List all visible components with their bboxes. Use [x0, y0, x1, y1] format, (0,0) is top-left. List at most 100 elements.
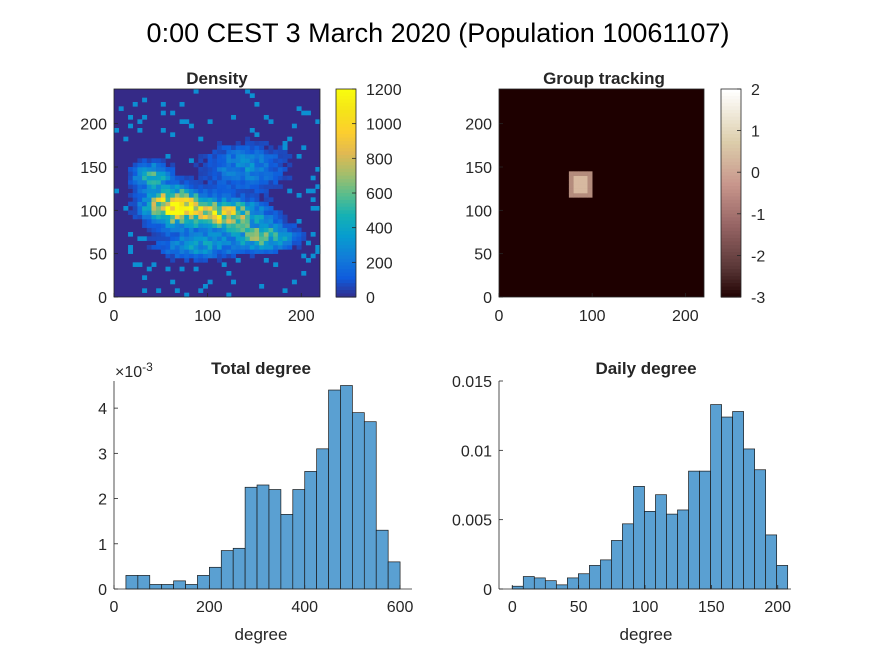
density-cell	[240, 206, 246, 211]
density-cell	[160, 210, 166, 215]
density-cell	[174, 288, 180, 293]
density-cell	[184, 253, 190, 259]
density-cell	[193, 188, 199, 194]
density-cell	[268, 119, 274, 124]
density-cell	[207, 180, 213, 185]
density-cell	[207, 184, 213, 189]
density-cell	[179, 240, 185, 246]
density-cell	[254, 197, 260, 202]
density-cell	[142, 236, 148, 241]
colorbar-segment	[336, 154, 356, 159]
density-cell	[217, 175, 222, 181]
figure-title: 0:00 CEST 3 March 2020 (Population 10061…	[147, 18, 730, 48]
density-cell	[245, 245, 251, 250]
density-cell	[254, 102, 260, 107]
density-cell	[245, 206, 251, 211]
density-cell	[198, 193, 204, 198]
colorbar-segment	[336, 293, 356, 298]
density-cell	[174, 201, 180, 207]
density-cell	[184, 197, 190, 202]
group-cell	[582, 193, 588, 198]
density-cell	[277, 227, 283, 233]
density-cell	[315, 184, 321, 189]
colorbar-segment	[721, 245, 741, 250]
density-cell	[188, 201, 194, 207]
density-cell	[132, 201, 138, 207]
colorbar-segment	[336, 144, 356, 149]
density-cell	[193, 193, 199, 198]
density-cell	[263, 188, 269, 194]
total-degree-bar	[363, 421, 377, 590]
density-cell	[165, 219, 171, 224]
density-cell	[245, 175, 251, 181]
density-cell	[226, 219, 232, 224]
x-tick-label: 0	[110, 308, 119, 325]
density-cell	[249, 236, 255, 241]
density-cell	[184, 240, 190, 246]
colorbar-segment	[336, 113, 356, 118]
density-cell	[235, 232, 241, 237]
density-cell	[193, 206, 199, 211]
density-cell	[263, 115, 269, 120]
density-cell	[179, 180, 185, 185]
density-cell	[160, 162, 166, 168]
density-cell	[226, 193, 232, 198]
total-degree-bar	[292, 489, 306, 590]
density-cell	[310, 206, 316, 211]
group-tracking-panel: Group tracking 0 100 200 0 50 100 150 200 2 1 0 -…	[465, 69, 765, 325]
colorbar-segment	[336, 276, 356, 281]
colorbar-segment	[721, 109, 741, 114]
density-cell	[137, 210, 143, 215]
density-cell	[235, 154, 241, 159]
density-cell	[179, 236, 185, 241]
density-cell	[263, 201, 269, 207]
density-cell	[277, 210, 283, 215]
density-cell	[156, 175, 162, 181]
density-cell	[212, 149, 218, 155]
density-cell	[268, 232, 274, 237]
density-cell	[188, 223, 194, 228]
density-cell	[231, 240, 237, 246]
density-cell	[217, 180, 222, 185]
density-cell	[263, 210, 269, 215]
density-cell	[207, 158, 213, 163]
density-cell	[315, 245, 321, 250]
density-cell	[245, 219, 251, 224]
group-cell	[578, 188, 584, 194]
density-cell	[231, 253, 237, 259]
density-cell	[249, 214, 255, 220]
density-cell	[245, 193, 251, 198]
density-cell	[221, 154, 227, 159]
density-cell	[207, 219, 213, 224]
density-cell	[221, 145, 227, 150]
total-degree-bar	[316, 448, 329, 590]
density-cell	[202, 240, 208, 246]
density-cell	[170, 249, 176, 254]
colorbar-segment	[336, 158, 356, 163]
density-cell	[179, 223, 185, 228]
density-cell	[277, 167, 283, 172]
density-cell	[310, 175, 316, 181]
x-tick-label: 200	[288, 308, 315, 325]
density-cell	[235, 197, 241, 202]
density-cell	[137, 162, 143, 168]
density-cell	[202, 227, 208, 233]
density-cell	[207, 175, 213, 181]
colorbar-segment	[336, 241, 356, 246]
daily-degree-x-tick-label: 100	[632, 599, 659, 616]
total-degree-y-tick-label: 1	[98, 537, 107, 554]
density-cell	[198, 219, 204, 224]
density-cell	[226, 149, 232, 155]
density-cell	[263, 162, 269, 168]
colorbar-segment	[336, 151, 356, 156]
colorbar-segment	[721, 227, 741, 232]
total-degree-bar	[328, 389, 341, 590]
density-cell	[198, 253, 204, 259]
density-cell	[128, 167, 134, 172]
density-cell	[193, 258, 199, 263]
group-cell	[582, 175, 588, 181]
daily-degree-y-tick-label: 0	[483, 582, 492, 599]
density-cell	[263, 214, 269, 220]
density-cell	[315, 119, 321, 124]
density-cell	[301, 110, 307, 116]
